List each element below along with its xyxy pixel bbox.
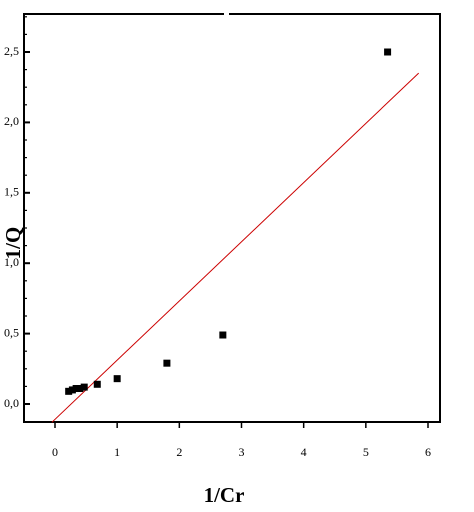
y-tick-label: 0,5 — [4, 325, 19, 339]
data-point — [384, 48, 392, 56]
data-point — [219, 331, 227, 339]
data-point — [163, 359, 171, 367]
x-tick-label: 2 — [176, 445, 182, 459]
x-tick-label: 5 — [363, 445, 369, 459]
data-point — [93, 380, 101, 388]
y-tick-label: 1,5 — [4, 185, 19, 199]
y-tick-label: 1,0 — [4, 255, 19, 269]
x-axis-ticks: 0 1 2 3 4 5 6 — [52, 422, 431, 459]
data-point — [80, 383, 88, 391]
data-point — [65, 387, 73, 395]
y-axis-ticks: 0,0 0,5 1,0 1,5 2,0 2,5 — [4, 16, 30, 410]
data-point — [72, 385, 80, 393]
fit-line-layer — [51, 72, 420, 423]
data-point — [76, 385, 84, 393]
fit-line — [51, 72, 420, 423]
x-axis-label: 1/Cr — [204, 483, 245, 507]
plot-frame — [23, 11, 441, 423]
y-axis-label: 1/Q — [1, 227, 25, 260]
plot-border — [23, 13, 441, 423]
y-tick-label: 2,5 — [4, 44, 19, 58]
x-tick-label: 3 — [239, 445, 245, 459]
frame-gap — [224, 11, 229, 17]
y-tick-label: 2,0 — [4, 114, 19, 128]
y-tick-label: 0,0 — [4, 396, 19, 410]
x-tick-label: 1 — [114, 445, 120, 459]
x-tick-label: 4 — [301, 445, 307, 459]
data-point — [68, 386, 76, 394]
x-tick-label: 0 — [52, 445, 58, 459]
data-points-layer — [65, 48, 392, 395]
data-point — [113, 375, 121, 383]
x-tick-label: 6 — [425, 445, 431, 459]
